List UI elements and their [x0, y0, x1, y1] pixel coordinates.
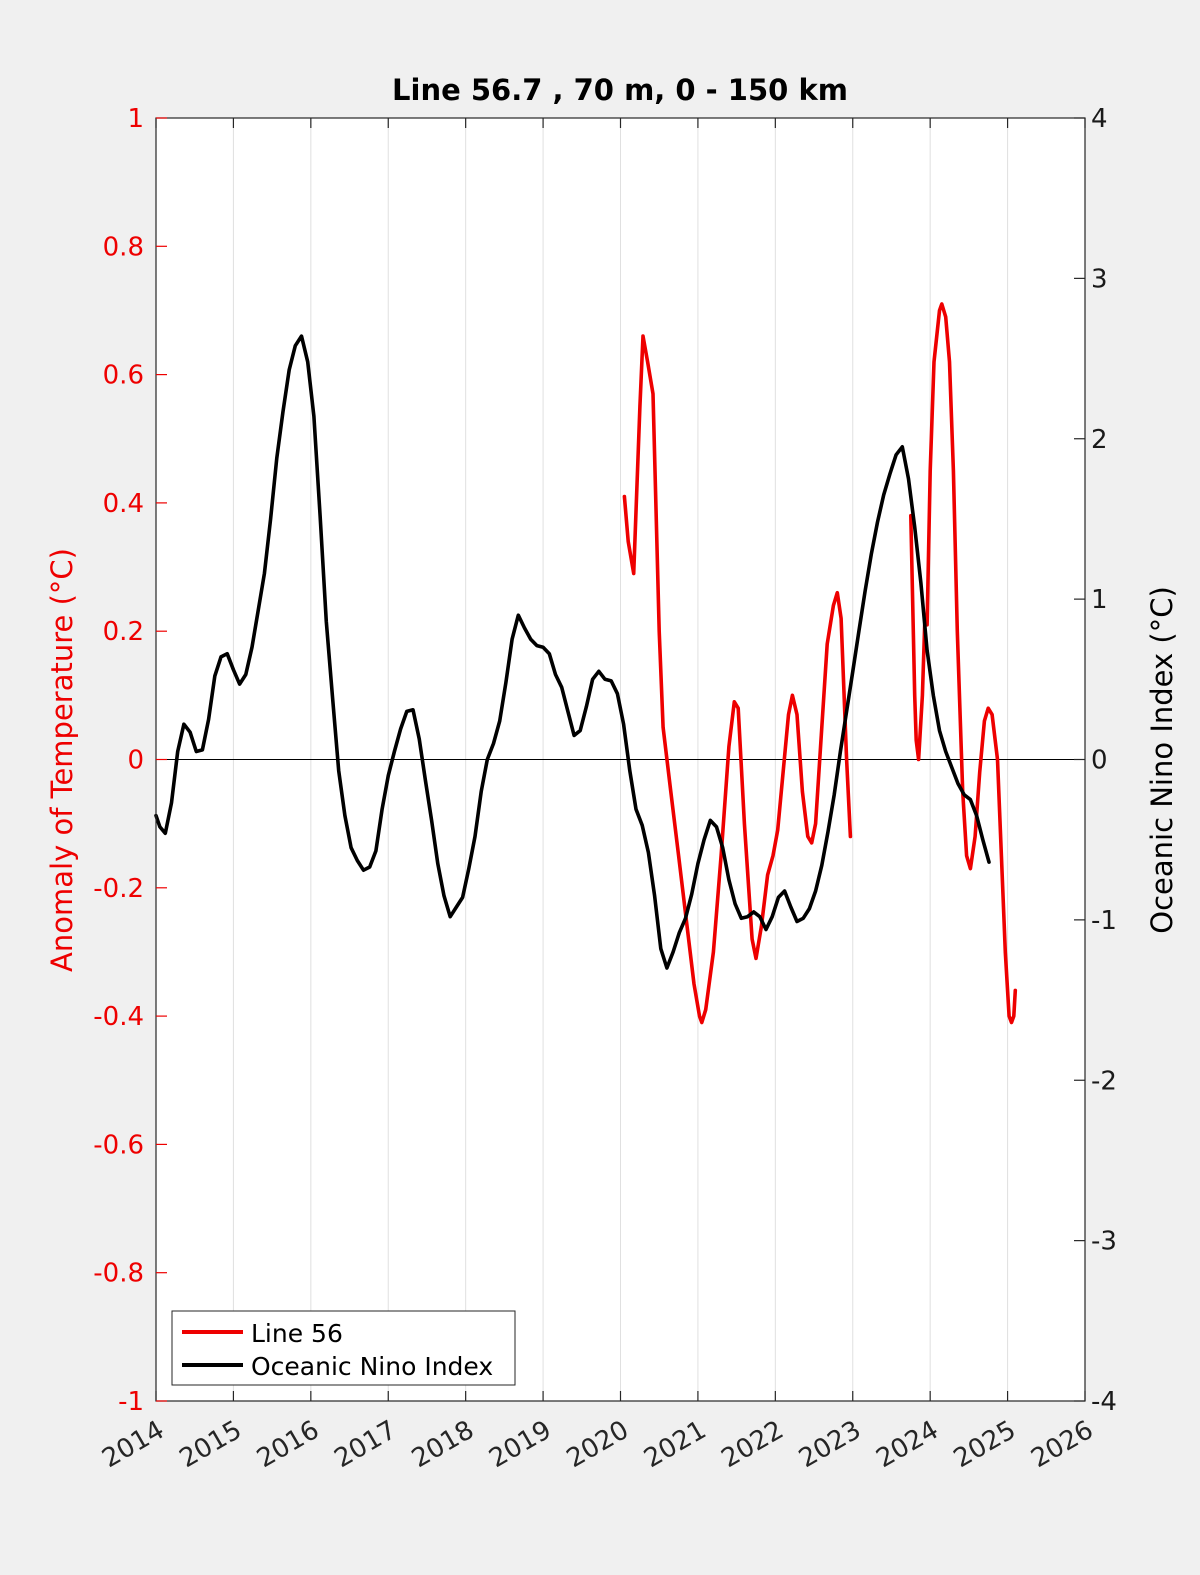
series-oni-path — [154, 334, 991, 970]
y2-tick-label: -2 — [1091, 1066, 1117, 1096]
y-tick-label: 0.4 — [103, 489, 144, 519]
y-tick-label: -1 — [118, 1387, 144, 1417]
y-axis-label-left: Anomaly of Temperature (°C) — [45, 548, 79, 972]
x-tick-label: 2026 — [1026, 1415, 1098, 1474]
x-tick-label: 2022 — [717, 1415, 789, 1474]
y-axis-left: -1 -0.8 -0.6 -0.4 -0.2 0 0.2 0.4 0.6 0.8 1 — [93, 104, 167, 1417]
y2-tick-label: 2 — [1091, 425, 1108, 455]
y2-tick-label: 3 — [1091, 264, 1108, 294]
y2-tick-label: -3 — [1091, 1227, 1117, 1257]
chart-title: Line 56.7 , 70 m, 0 - 150 km — [392, 73, 848, 107]
legend-label-oni: Oceanic Nino Index — [251, 1352, 493, 1381]
x-tick-label: 2023 — [794, 1415, 866, 1474]
y-tick-label: 0.8 — [103, 232, 144, 262]
x-tick-label: 2016 — [252, 1415, 324, 1474]
legend: Line 56 Oceanic Nino Index — [171, 1310, 516, 1386]
x-tick-label: 2018 — [407, 1415, 479, 1474]
y2-tick-label: 0 — [1091, 746, 1108, 776]
y-tick-label: -0.6 — [93, 1130, 144, 1160]
y-tick-label: 1 — [127, 104, 144, 134]
y-tick-label: 0 — [127, 746, 144, 776]
y-tick-label: 0.2 — [103, 617, 144, 647]
y2-tick-label: -4 — [1091, 1387, 1117, 1417]
legend-box — [171, 1310, 516, 1386]
y-tick-label: -0.8 — [93, 1259, 144, 1289]
x-tick-label: 2017 — [329, 1415, 401, 1474]
y2-tick-label: -1 — [1091, 906, 1117, 936]
y2-tick-label: 1 — [1091, 585, 1108, 615]
legend-label-line56: Line 56 — [251, 1319, 343, 1348]
y-axis-label-right: Oceanic Nino Index (°C) — [1145, 586, 1179, 934]
series-line56-path — [622, 334, 853, 1025]
x-tick-label: 2019 — [484, 1415, 556, 1474]
x-tick-label: 2021 — [639, 1415, 711, 1474]
y-axis-right: -4 -3 -2 -1 0 1 2 3 4 — [1074, 104, 1117, 1417]
x-tick-label: 2015 — [175, 1415, 247, 1474]
x-tick-label: 2025 — [949, 1415, 1021, 1474]
x-tick-label: 2024 — [871, 1415, 943, 1474]
y-tick-label: -0.4 — [93, 1002, 144, 1032]
y-tick-label: 0.6 — [103, 361, 144, 391]
series-layer — [154, 302, 1018, 1025]
y2-tick-label: 4 — [1091, 104, 1108, 134]
x-tick-label: 2020 — [562, 1415, 634, 1474]
x-tick-label: 2014 — [97, 1415, 169, 1474]
y-tick-label: -0.2 — [93, 874, 144, 904]
